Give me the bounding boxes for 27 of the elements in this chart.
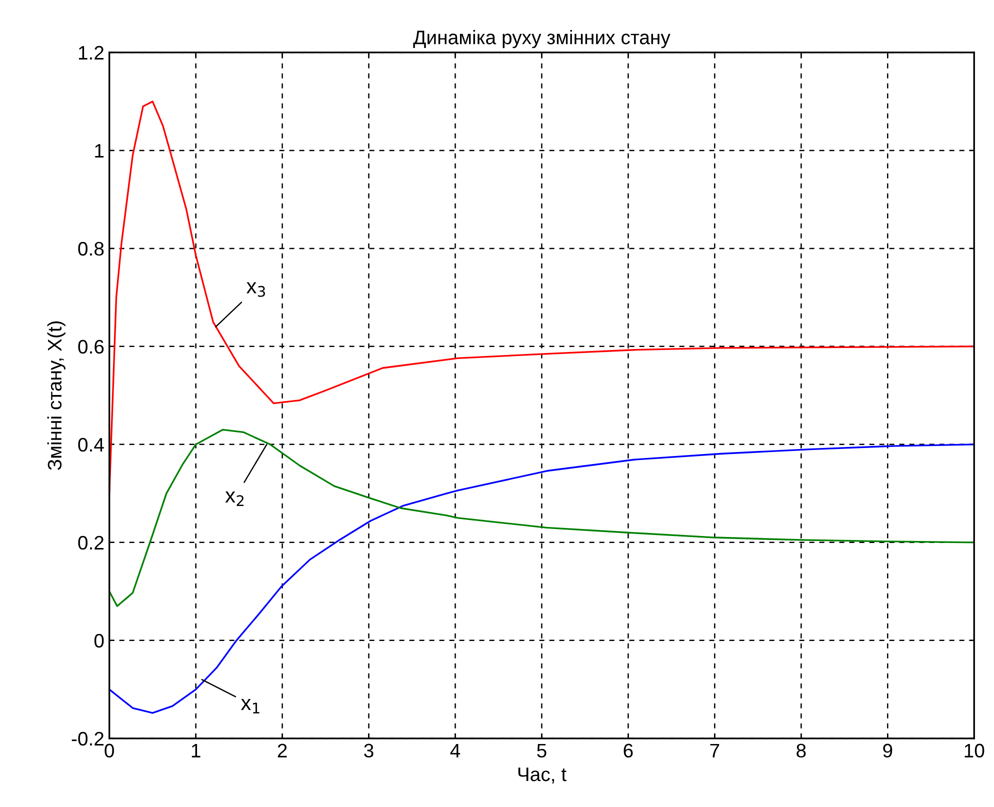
y-tick-label: 0.4 <box>78 438 104 452</box>
x-tick-label: 5 <box>537 744 546 758</box>
line-series <box>109 444 974 714</box>
x-tick-label: 7 <box>710 744 720 758</box>
x-tick-label: 3 <box>364 744 374 758</box>
x-tick-label: 8 <box>796 744 806 758</box>
y-tick-label: 0.2 <box>78 536 104 550</box>
y-tick-label: 0.6 <box>78 340 104 354</box>
x-tick-label: 4 <box>450 744 460 758</box>
y-tick-label: 1.2 <box>78 46 104 60</box>
y-tick-label: 0.8 <box>78 242 104 256</box>
x-axis-title: Час, t <box>518 768 566 784</box>
x-tick-label: 10 <box>964 744 984 758</box>
y-tick-label: 0 <box>94 634 104 648</box>
line-series <box>109 428 974 607</box>
chart-title: Динаміка руху змінних стану <box>413 30 670 48</box>
annotation: x$_{1}$ <box>240 698 260 714</box>
x-tick-label: 1 <box>192 744 200 758</box>
y-axis-title: Змінні стану, X(t) <box>47 321 66 470</box>
y-tick-label: 1 <box>95 144 104 158</box>
x-tick-label: 0 <box>104 744 114 758</box>
x-tick-label: 2 <box>278 744 287 758</box>
x-tick-label: 9 <box>883 744 892 758</box>
x-tick-label: 6 <box>624 744 633 758</box>
y-tick-label: -0.2 <box>72 732 104 746</box>
annotation: x$_{3}$ <box>246 282 265 297</box>
annotation: x$_{2}$ <box>225 492 244 506</box>
